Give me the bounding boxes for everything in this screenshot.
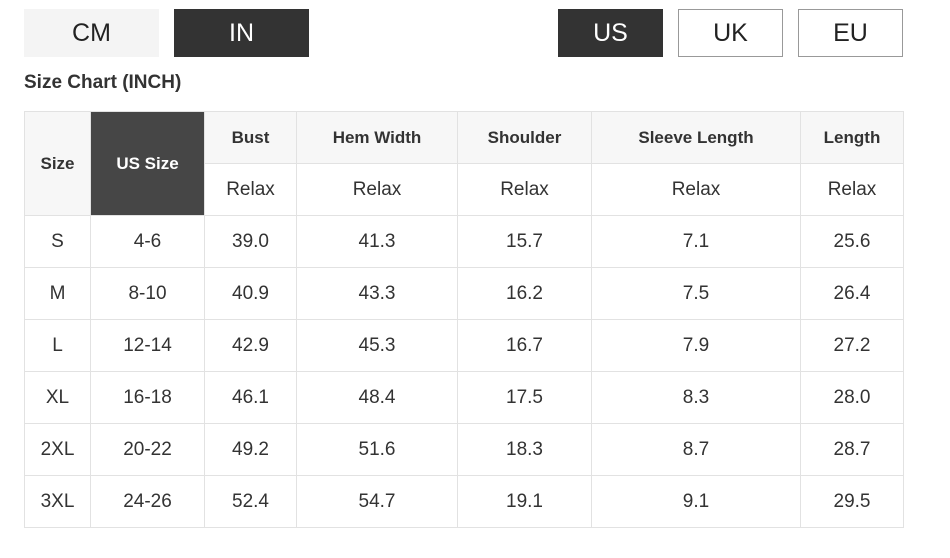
- subheader-relax: Relax: [457, 163, 592, 216]
- header-sleeve-length: Sleeve Length: [591, 111, 801, 164]
- subheader-row: Relax Relax Relax Relax Relax: [25, 163, 904, 216]
- table-cell: 27.2: [800, 319, 904, 372]
- table-cell: 7.9: [591, 319, 801, 372]
- subheader-relax: Relax: [204, 163, 297, 216]
- region-us-button[interactable]: US: [558, 9, 663, 57]
- table-cell: 8.7: [591, 423, 801, 476]
- table-cell: 46.1: [204, 371, 297, 424]
- table-cell: 2XL: [24, 423, 91, 476]
- table-cell: L: [24, 319, 91, 372]
- table-cell: 24-26: [90, 475, 205, 528]
- table-cell: 18.3: [457, 423, 592, 476]
- table-cell: 16.2: [457, 267, 592, 320]
- table-cell: 12-14: [90, 319, 205, 372]
- table-cell: 41.3: [296, 215, 458, 268]
- table-cell: 39.0: [204, 215, 297, 268]
- unit-cm-button[interactable]: CM: [24, 9, 159, 57]
- unit-in-button[interactable]: IN: [174, 9, 309, 57]
- table-cell: 52.4: [204, 475, 297, 528]
- header-bust: Bust: [204, 111, 297, 164]
- header-us-size: US Size: [90, 111, 205, 216]
- table-cell: 42.9: [204, 319, 297, 372]
- table-cell: 7.1: [591, 215, 801, 268]
- table-cell: 28.0: [800, 371, 904, 424]
- table-cell: 20-22: [90, 423, 205, 476]
- table-cell: 3XL: [24, 475, 91, 528]
- table-cell: 54.7: [296, 475, 458, 528]
- header-size: Size: [24, 111, 91, 216]
- subheader-relax: Relax: [800, 163, 904, 216]
- table-cell: 49.2: [204, 423, 297, 476]
- table-cell: 16.7: [457, 319, 592, 372]
- table-cell: 29.5: [800, 475, 904, 528]
- table-cell: 25.6: [800, 215, 904, 268]
- table-cell: 8-10: [90, 267, 205, 320]
- table-cell: 16-18: [90, 371, 205, 424]
- table-row: 3XL 24-26 52.4 54.7 19.1 9.1 29.5: [24, 475, 904, 528]
- table-row: M 8-10 40.9 43.3 16.2 7.5 26.4: [24, 267, 904, 320]
- header-length: Length: [800, 111, 904, 164]
- table-cell: S: [24, 215, 91, 268]
- region-uk-button[interactable]: UK: [678, 9, 783, 57]
- size-chart-table: Size US Size Bust Hem Width Shoulder Sle…: [24, 111, 904, 528]
- subheader-relax: Relax: [591, 163, 801, 216]
- header-hem-width: Hem Width: [296, 111, 458, 164]
- table-cell: 17.5: [457, 371, 592, 424]
- table-cell: 9.1: [591, 475, 801, 528]
- table-cell: 48.4: [296, 371, 458, 424]
- table-cell: M: [24, 267, 91, 320]
- subheader-relax: Relax: [296, 163, 458, 216]
- table-cell: 40.9: [204, 267, 297, 320]
- table-cell: 28.7: [800, 423, 904, 476]
- table-cell: 15.7: [457, 215, 592, 268]
- table-cell: 26.4: [800, 267, 904, 320]
- table-row: S 4-6 39.0 41.3 15.7 7.1 25.6: [24, 215, 904, 268]
- header-shoulder: Shoulder: [457, 111, 592, 164]
- header-row: Size US Size Bust Hem Width Shoulder Sle…: [24, 111, 904, 216]
- table-cell: 19.1: [457, 475, 592, 528]
- size-chart-title: Size Chart (INCH): [24, 72, 182, 93]
- table-cell: 8.3: [591, 371, 801, 424]
- region-eu-button[interactable]: EU: [798, 9, 903, 57]
- table-row: 2XL 20-22 49.2 51.6 18.3 8.7 28.7: [24, 423, 904, 476]
- table-cell: 4-6: [90, 215, 205, 268]
- table-cell: 51.6: [296, 423, 458, 476]
- table-cell: 7.5: [591, 267, 801, 320]
- table-cell: 43.3: [296, 267, 458, 320]
- table-cell: XL: [24, 371, 91, 424]
- table-row: L 12-14 42.9 45.3 16.7 7.9 27.2: [24, 319, 904, 372]
- table-row: XL 16-18 46.1 48.4 17.5 8.3 28.0: [24, 371, 904, 424]
- table-cell: 45.3: [296, 319, 458, 372]
